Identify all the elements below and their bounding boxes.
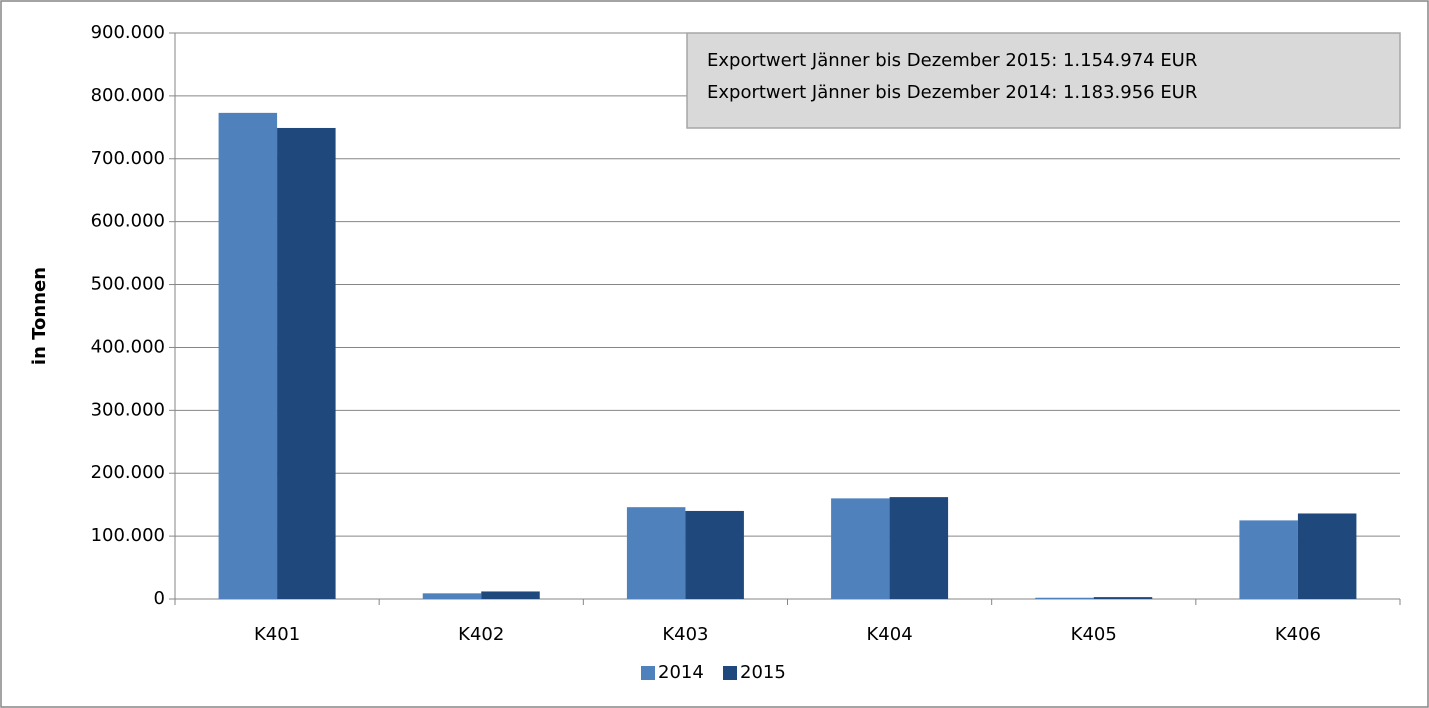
y-tick-label: 200.000 (91, 462, 165, 483)
legend-label: 2014 (658, 662, 704, 683)
y-tick-label: 500.000 (91, 274, 165, 295)
bar (218, 112, 278, 599)
annotation: Exportwert Jänner bis Dezember 2014: 1.1… (707, 82, 1197, 103)
x-tick-label: K406 (1275, 624, 1321, 645)
x-tick-label: K401 (254, 624, 300, 645)
y-tick-label: 800.000 (91, 85, 165, 106)
bar (481, 591, 540, 599)
bar (1239, 520, 1298, 599)
bar (685, 510, 744, 599)
bar (277, 127, 336, 599)
x-tick-label: K402 (458, 624, 504, 645)
y-axis-label: in Tonnen (29, 267, 50, 365)
bar (1035, 597, 1094, 599)
x-tick-label: K405 (1071, 624, 1117, 645)
y-tick-label: 700.000 (91, 148, 165, 169)
legend-label: 2015 (740, 662, 786, 683)
annotation-box (686, 32, 1401, 129)
y-tick-label: 100.000 (91, 525, 165, 546)
bar (422, 593, 482, 599)
annotation: Exportwert Jänner bis Dezember 2015: 1.1… (707, 50, 1197, 71)
y-tick-label: 600.000 (91, 211, 165, 232)
y-tick-label: 300.000 (91, 399, 165, 420)
bar (831, 498, 890, 599)
legend-swatch (641, 666, 655, 680)
bar (1297, 513, 1357, 599)
y-tick-label: 400.000 (91, 336, 165, 357)
x-tick-label: K404 (866, 624, 912, 645)
bar (1093, 597, 1153, 599)
bar (626, 507, 686, 599)
legend-swatch (723, 666, 737, 680)
x-tick-label: K403 (662, 624, 708, 645)
y-tick-label: 900.000 (91, 22, 165, 43)
y-tick-label: 0 (154, 588, 165, 609)
bar (889, 497, 949, 599)
